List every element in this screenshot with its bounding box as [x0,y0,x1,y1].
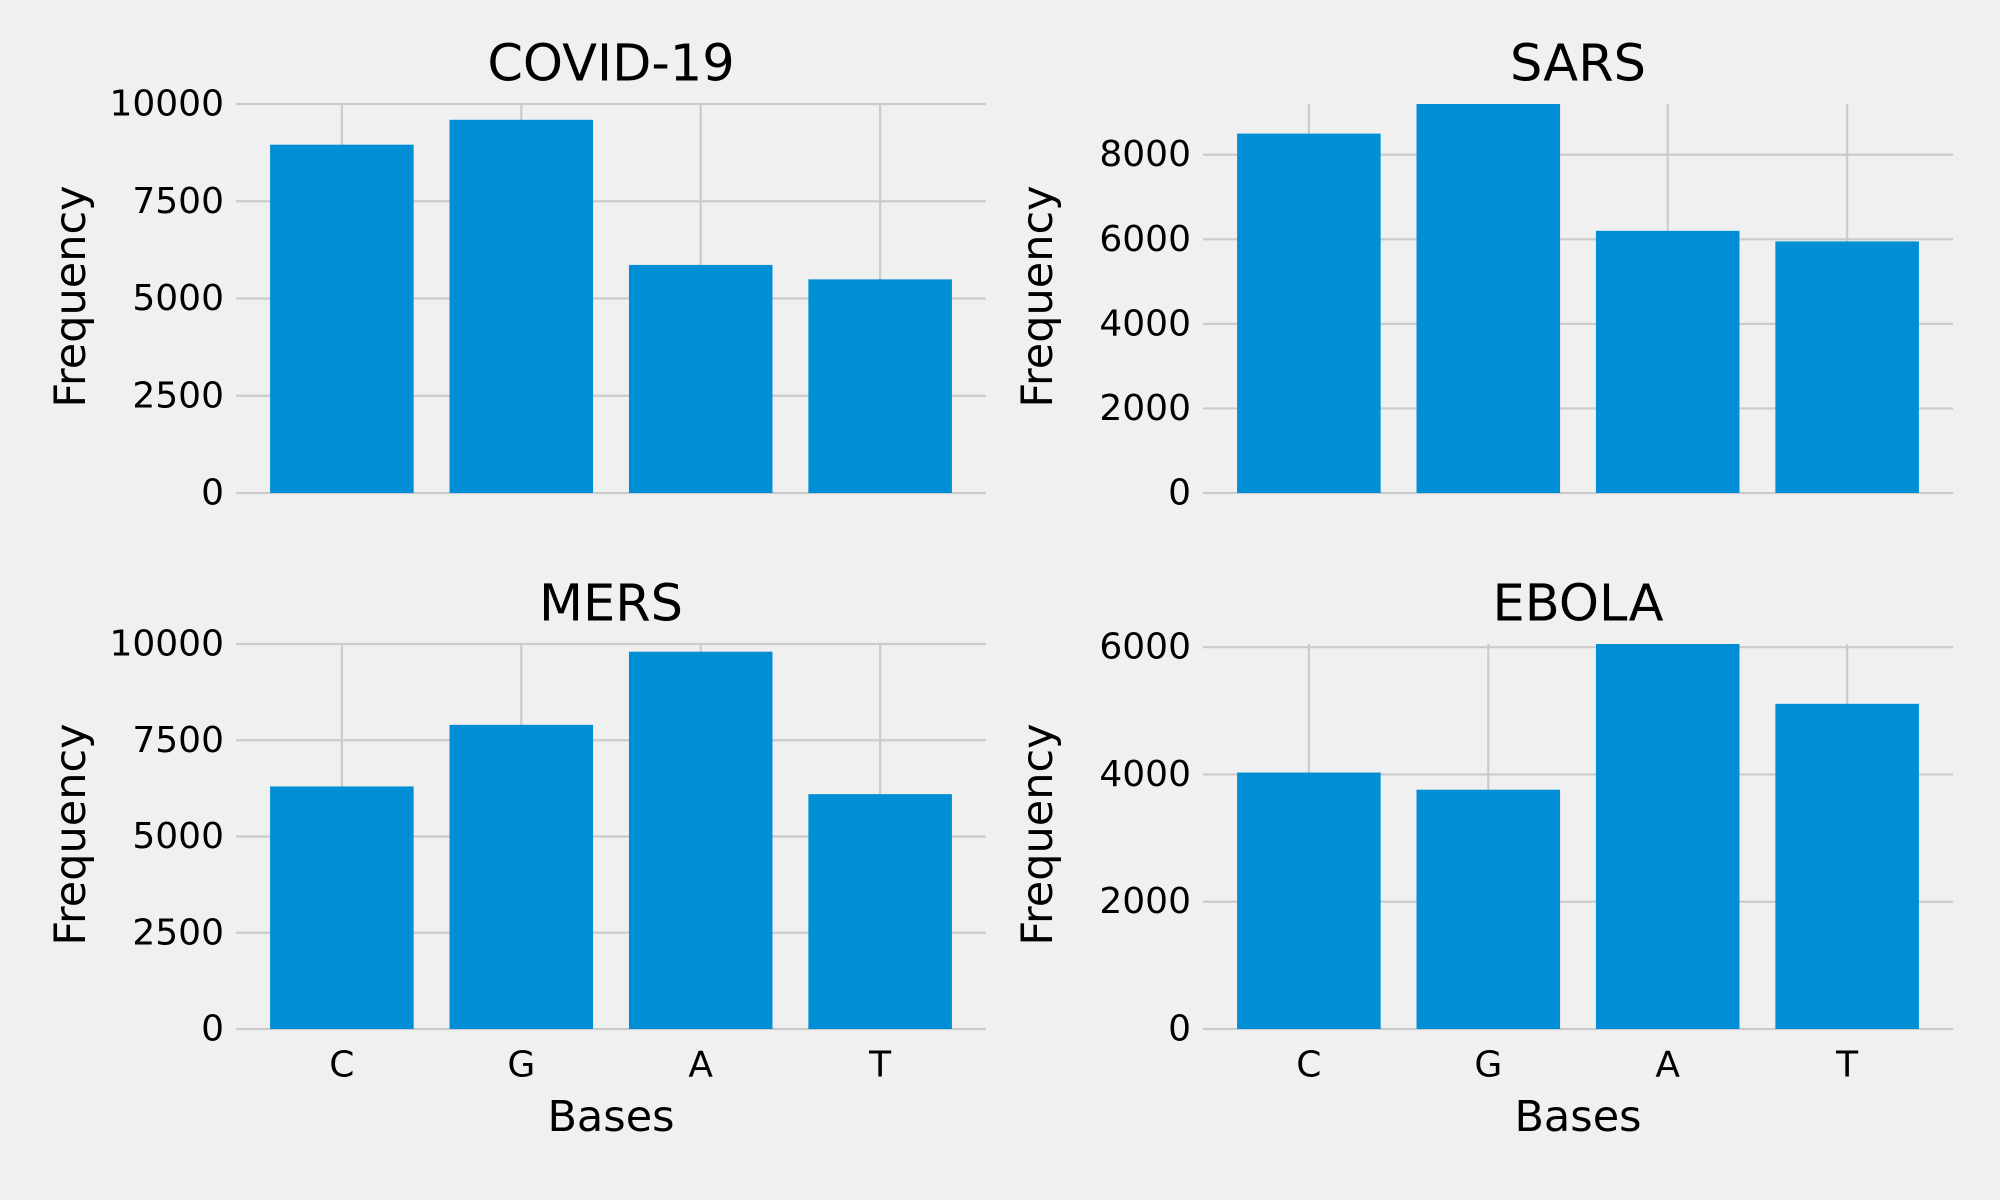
bar-A [628,651,773,1029]
y-tick-label: 0 [201,1009,224,1050]
x-tick-label: C [329,1045,354,1086]
y-tick-label: 5000 [132,816,224,857]
y-axis-label: Frequency [46,185,96,407]
y-tick-label: 2500 [132,375,224,416]
y-axis-label: Frequency [1013,723,1063,945]
x-tick-label: A [688,1045,713,1086]
bar-T [1775,703,1919,1029]
y-tick-label: 6000 [1099,627,1191,668]
y-tick-label: 7500 [132,181,224,222]
bar-G [449,724,594,1029]
chart-panel-3: 0 2500 5000 7500 10000 C G A T MERS Frequency Bases [46,575,986,1142]
y-tick-label: 7500 [132,720,224,761]
bar-A [1595,230,1740,493]
y-tick-label: 0 [201,473,224,514]
y-tick-label: 6000 [1099,219,1191,260]
y-axis-label: Frequency [46,723,96,945]
y-tick-label: 5000 [132,278,224,319]
y-tick-label: 10000 [109,624,224,665]
bar-C [1237,772,1381,1029]
bar-G [1416,789,1561,1029]
bar-C [270,786,414,1029]
y-tick-label: 10000 [109,84,224,125]
y-tick-label: 0 [1168,473,1191,514]
chart-title: EBOLA [1493,575,1664,634]
bar-C [270,144,414,494]
x-axis-label: Bases [1514,1092,1641,1142]
chart-panel-2: 0 2000 4000 6000 8000 SARS Frequency [1013,35,1953,514]
y-axis-label: Frequency [1013,185,1063,407]
chart-title: COVID-19 [487,35,734,94]
bar-G [449,119,594,494]
x-axis-label: Bases [547,1092,674,1142]
bar-T [808,794,952,1029]
y-tick-label: 4000 [1099,303,1191,344]
y-tick-label: 2500 [132,912,224,953]
bar-A [628,264,773,493]
x-tick-label: G [1474,1045,1502,1086]
bar-G [1416,104,1561,493]
x-tick-label: T [868,1045,892,1086]
bar-C [1237,133,1381,493]
x-tick-label: T [1835,1045,1859,1086]
x-tick-label: G [507,1045,535,1086]
bar-A [1595,644,1740,1029]
y-tick-label: 2000 [1099,881,1191,922]
x-tick-label: C [1296,1045,1321,1086]
x-tick-label: A [1655,1045,1680,1086]
y-tick-label: 0 [1168,1009,1191,1050]
y-tick-label: 8000 [1099,134,1191,175]
y-tick-label: 4000 [1099,754,1191,795]
bar-T [808,279,952,493]
y-tick-label: 2000 [1099,388,1191,429]
chart-title: SARS [1510,35,1646,94]
chart-title: MERS [539,575,683,634]
bar-T [1775,241,1919,493]
chart-panel-1: 0 2500 5000 7500 10000 COVID-19 Frequency [46,35,986,514]
chart-panel-4: 0 2000 4000 6000 C G A T EBOLA Frequency Bases [1013,575,1953,1142]
